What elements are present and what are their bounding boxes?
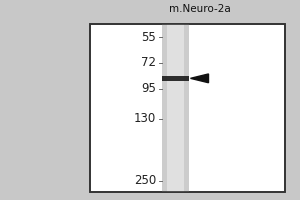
Bar xyxy=(90,24,285,192)
Bar xyxy=(162,76,189,81)
Text: 95: 95 xyxy=(141,82,156,95)
Bar xyxy=(90,24,285,192)
Bar xyxy=(162,24,189,192)
Text: 130: 130 xyxy=(134,112,156,125)
Bar xyxy=(167,24,184,192)
Text: 72: 72 xyxy=(141,56,156,69)
Text: 55: 55 xyxy=(141,31,156,44)
Text: 250: 250 xyxy=(134,174,156,187)
Polygon shape xyxy=(190,74,208,83)
Text: m.Neuro-2a: m.Neuro-2a xyxy=(169,4,230,14)
